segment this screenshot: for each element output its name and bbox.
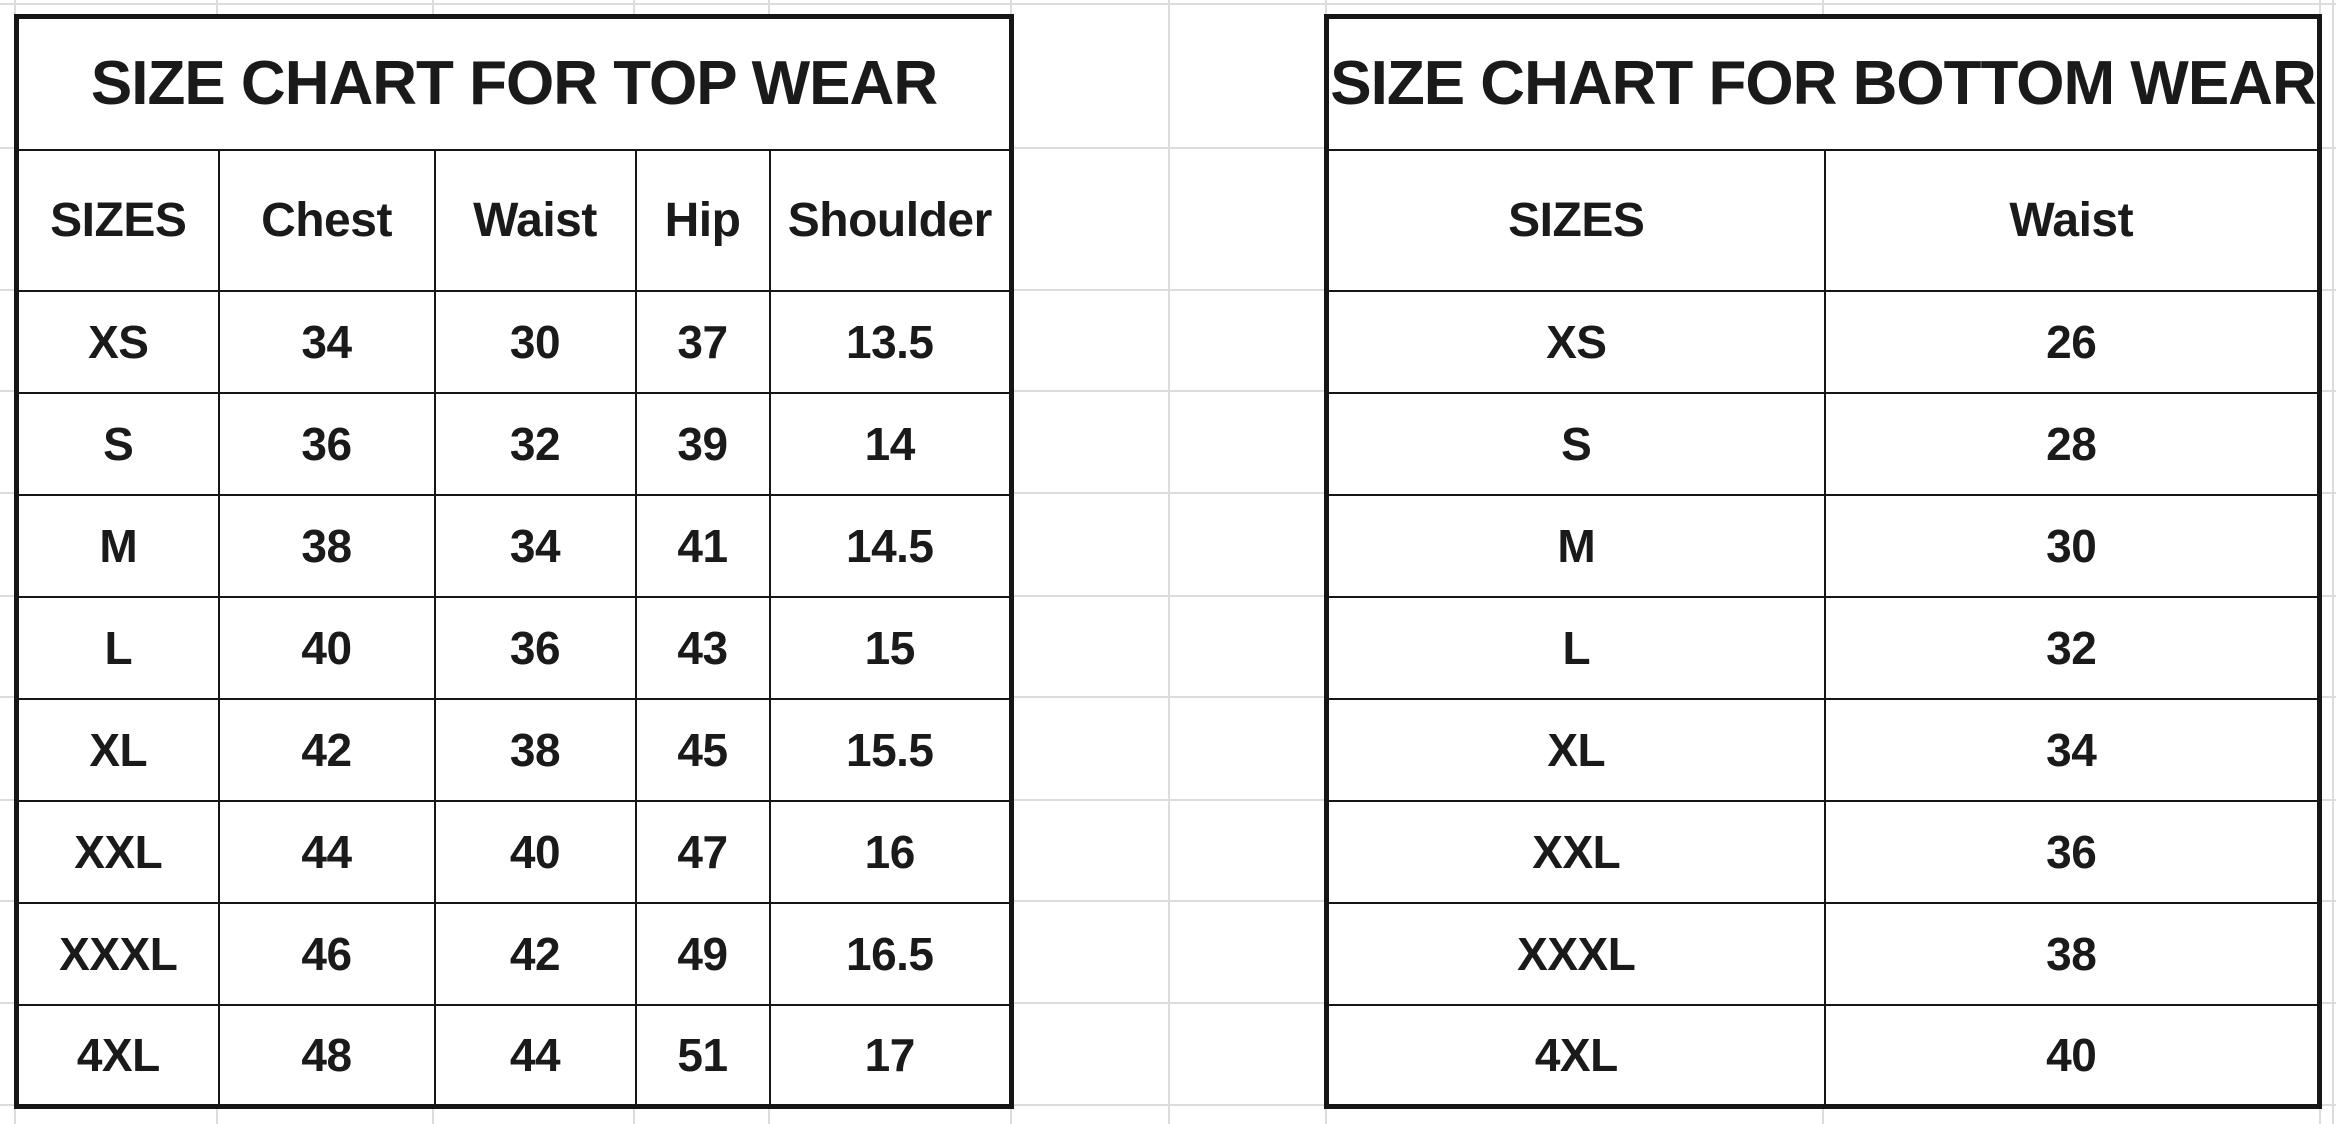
size-label: XS bbox=[15, 289, 220, 394]
table-cell: 44 bbox=[433, 1003, 637, 1108]
table-cell: 17 bbox=[768, 1003, 1013, 1108]
table-cell: 36 bbox=[217, 391, 436, 496]
gridline bbox=[2332, 0, 2334, 1124]
size-label: XXXL bbox=[15, 901, 220, 1006]
column-header-shoulder: Shoulder bbox=[768, 148, 1013, 292]
table-row: XXL 44 40 47 16 bbox=[15, 799, 1013, 904]
column-header-sizes: SIZES bbox=[1325, 148, 1826, 292]
column-header-sizes: SIZES bbox=[15, 148, 220, 292]
gridline bbox=[1168, 0, 1170, 1124]
table-cell: 34 bbox=[1823, 697, 2321, 802]
bottom-wear-table-title: SIZE CHART FOR BOTTOM WEAR bbox=[1325, 15, 2321, 151]
column-header-waist: Waist bbox=[433, 148, 637, 292]
table-cell: 15 bbox=[768, 595, 1013, 700]
table-cell: 16 bbox=[768, 799, 1013, 904]
table-row: XS 26 bbox=[1325, 289, 2321, 394]
table-cell: 36 bbox=[1823, 799, 2321, 904]
size-label: XS bbox=[1325, 289, 1826, 394]
table-row: 4XL 48 44 51 17 bbox=[15, 1003, 1013, 1108]
table-cell: 38 bbox=[433, 697, 637, 802]
table-cell: 49 bbox=[634, 901, 771, 1006]
table-row: S 36 32 39 14 bbox=[15, 391, 1013, 496]
table-row: XXXL 38 bbox=[1325, 901, 2321, 1006]
table-cell: 34 bbox=[217, 289, 436, 394]
table-cell: 14 bbox=[768, 391, 1013, 496]
size-label: XXL bbox=[15, 799, 220, 904]
column-header-hip: Hip bbox=[634, 148, 771, 292]
table-cell: 36 bbox=[433, 595, 637, 700]
size-label: M bbox=[15, 493, 220, 598]
table-row: XXXL 46 42 49 16.5 bbox=[15, 901, 1013, 1006]
table-cell: 48 bbox=[217, 1003, 436, 1108]
size-label: 4XL bbox=[1325, 1003, 1826, 1108]
table-cell: 42 bbox=[217, 697, 436, 802]
table-cell: 39 bbox=[634, 391, 771, 496]
table-row: XXL 36 bbox=[1325, 799, 2321, 904]
table-cell: 47 bbox=[634, 799, 771, 904]
table-cell: 30 bbox=[1823, 493, 2321, 598]
size-label: L bbox=[1325, 595, 1826, 700]
top-wear-table-title: SIZE CHART FOR TOP WEAR bbox=[15, 15, 1013, 151]
table-cell: 46 bbox=[217, 901, 436, 1006]
table-cell: 38 bbox=[1823, 901, 2321, 1006]
size-label: S bbox=[1325, 391, 1826, 496]
table-row: SIZE CHART FOR TOP WEAR bbox=[15, 15, 1013, 151]
size-label: L bbox=[15, 595, 220, 700]
table-row: XL 42 38 45 15.5 bbox=[15, 697, 1013, 802]
size-label: XL bbox=[15, 697, 220, 802]
size-label: XXXL bbox=[1325, 901, 1826, 1006]
table-cell: 41 bbox=[634, 493, 771, 598]
column-header-waist: Waist bbox=[1823, 148, 2321, 292]
table-cell: 42 bbox=[433, 901, 637, 1006]
table-row: L 40 36 43 15 bbox=[15, 595, 1013, 700]
table-row: XL 34 bbox=[1325, 697, 2321, 802]
table-cell: 44 bbox=[217, 799, 436, 904]
table-row: L 32 bbox=[1325, 595, 2321, 700]
table-cell: 43 bbox=[634, 595, 771, 700]
table-cell: 40 bbox=[433, 799, 637, 904]
table-cell: 51 bbox=[634, 1003, 771, 1108]
table-cell: 45 bbox=[634, 697, 771, 802]
table-cell: 32 bbox=[433, 391, 637, 496]
table-row: M 38 34 41 14.5 bbox=[15, 493, 1013, 598]
table-cell: 32 bbox=[1823, 595, 2321, 700]
table-row: XS 34 30 37 13.5 bbox=[15, 289, 1013, 394]
table-cell: 28 bbox=[1823, 391, 2321, 496]
table-row: SIZES Chest Waist Hip Shoulder bbox=[15, 148, 1013, 292]
table-row: 4XL 40 bbox=[1325, 1003, 2321, 1108]
table-cell: 15.5 bbox=[768, 697, 1013, 802]
size-label: XXL bbox=[1325, 799, 1826, 904]
table-cell: 40 bbox=[217, 595, 436, 700]
table-cell: 14.5 bbox=[768, 493, 1013, 598]
table-row: SIZES Waist bbox=[1325, 148, 2321, 292]
table-cell: 34 bbox=[433, 493, 637, 598]
size-label: XL bbox=[1325, 697, 1826, 802]
column-header-chest: Chest bbox=[217, 148, 436, 292]
table-cell: 30 bbox=[433, 289, 637, 394]
table-row: SIZE CHART FOR BOTTOM WEAR bbox=[1325, 15, 2321, 151]
size-label: 4XL bbox=[15, 1003, 220, 1108]
size-label: M bbox=[1325, 493, 1826, 598]
table-row: S 28 bbox=[1325, 391, 2321, 496]
table-cell: 16.5 bbox=[768, 901, 1013, 1006]
size-label: S bbox=[15, 391, 220, 496]
table-cell: 40 bbox=[1823, 1003, 2321, 1108]
table-cell: 26 bbox=[1823, 289, 2321, 394]
table-cell: 13.5 bbox=[768, 289, 1013, 394]
top-wear-size-chart-table: SIZE CHART FOR TOP WEAR SIZES Chest Wais… bbox=[14, 14, 1015, 1109]
table-row: M 30 bbox=[1325, 493, 2321, 598]
table-cell: 38 bbox=[217, 493, 436, 598]
table-cell: 37 bbox=[634, 289, 771, 394]
bottom-wear-size-chart-table: SIZE CHART FOR BOTTOM WEAR SIZES Waist X… bbox=[1324, 14, 2322, 1109]
